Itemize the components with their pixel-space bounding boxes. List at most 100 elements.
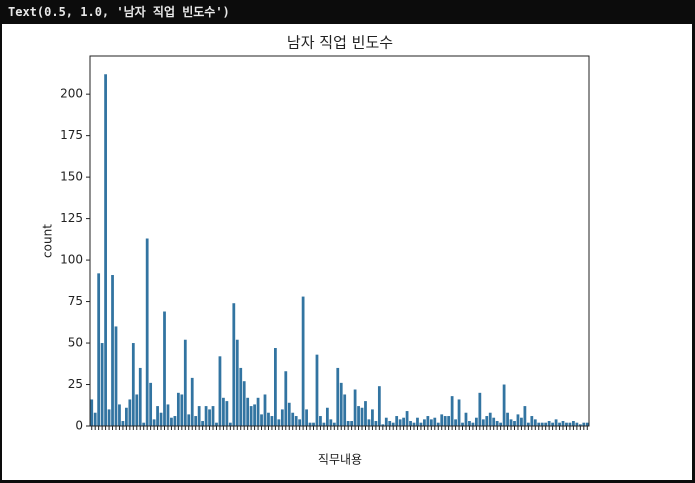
bar — [222, 397, 225, 426]
bar — [513, 421, 516, 426]
plot-frame — [89, 55, 590, 427]
bar — [398, 419, 402, 426]
bar — [166, 404, 170, 426]
bar — [97, 273, 101, 426]
bar — [142, 422, 146, 426]
bar — [454, 419, 457, 426]
bar — [488, 412, 492, 426]
bar — [481, 419, 485, 426]
bar — [443, 416, 447, 426]
bar — [405, 411, 409, 426]
y-axis-label: count — [41, 224, 55, 258]
bar — [447, 416, 451, 426]
bar — [90, 399, 94, 426]
bar — [474, 417, 478, 426]
bar — [284, 371, 288, 426]
x-axis-label: 직무내용 — [318, 453, 362, 467]
bar — [180, 394, 184, 426]
bar — [561, 421, 565, 426]
bar — [572, 421, 575, 426]
bar — [294, 416, 298, 426]
bar — [111, 275, 114, 426]
bar — [357, 406, 360, 426]
bar — [152, 419, 156, 426]
bar — [128, 399, 132, 426]
y-tick-label: 25 — [68, 377, 83, 391]
bar — [312, 422, 315, 426]
bar — [478, 392, 482, 426]
bar — [325, 407, 329, 426]
bar — [211, 406, 215, 426]
bar — [537, 422, 541, 426]
bar — [215, 422, 218, 426]
bar — [256, 397, 260, 426]
bar — [530, 416, 534, 426]
bar — [412, 422, 416, 426]
bar — [585, 422, 589, 426]
bar — [578, 424, 582, 426]
bar — [225, 401, 229, 426]
y-tick-label: 75 — [68, 294, 83, 308]
bar — [104, 74, 107, 426]
bar — [402, 417, 405, 426]
bar — [194, 416, 198, 426]
y-tick-label: 0 — [75, 419, 83, 433]
bar — [346, 421, 350, 426]
bar — [558, 422, 561, 426]
bar — [374, 421, 378, 426]
bar — [107, 409, 111, 426]
bar — [176, 392, 180, 426]
bar — [260, 414, 263, 426]
bar — [520, 417, 523, 426]
bar — [499, 422, 503, 426]
bar — [305, 409, 308, 426]
bar — [360, 407, 364, 426]
bar — [381, 424, 385, 426]
bar — [280, 409, 284, 426]
bar — [201, 421, 205, 426]
bar — [350, 421, 354, 426]
bar — [218, 356, 222, 426]
bar — [319, 416, 322, 426]
bar — [149, 382, 153, 426]
bar — [429, 419, 433, 426]
bar — [187, 414, 191, 426]
bar — [526, 422, 530, 426]
bar — [551, 422, 555, 426]
bar — [232, 303, 236, 426]
bar — [124, 407, 128, 426]
bar — [267, 412, 270, 426]
bar — [492, 417, 496, 426]
bar — [298, 419, 302, 426]
bar — [464, 412, 468, 426]
bar — [468, 421, 471, 426]
bar — [145, 238, 149, 426]
bar — [239, 367, 243, 426]
bar — [308, 422, 312, 426]
bar — [533, 419, 537, 426]
bar — [568, 422, 572, 426]
y-tick-label: 125 — [60, 211, 83, 225]
y-tick-label: 50 — [68, 336, 83, 350]
bar — [450, 396, 454, 426]
bar — [416, 417, 419, 426]
bar — [433, 417, 437, 426]
bar — [377, 386, 381, 426]
bar — [114, 326, 118, 426]
bar — [461, 422, 464, 426]
bar — [388, 421, 392, 426]
bar — [554, 419, 558, 426]
bar — [159, 412, 163, 426]
bar — [339, 382, 343, 426]
bar — [495, 421, 499, 426]
bar — [426, 416, 430, 426]
bar — [409, 421, 412, 426]
bar — [170, 417, 173, 426]
bar — [575, 422, 579, 426]
y-tick-label: 150 — [60, 170, 83, 184]
bar — [131, 343, 135, 426]
bar — [228, 422, 232, 426]
bar — [287, 402, 291, 426]
bar — [274, 348, 277, 426]
